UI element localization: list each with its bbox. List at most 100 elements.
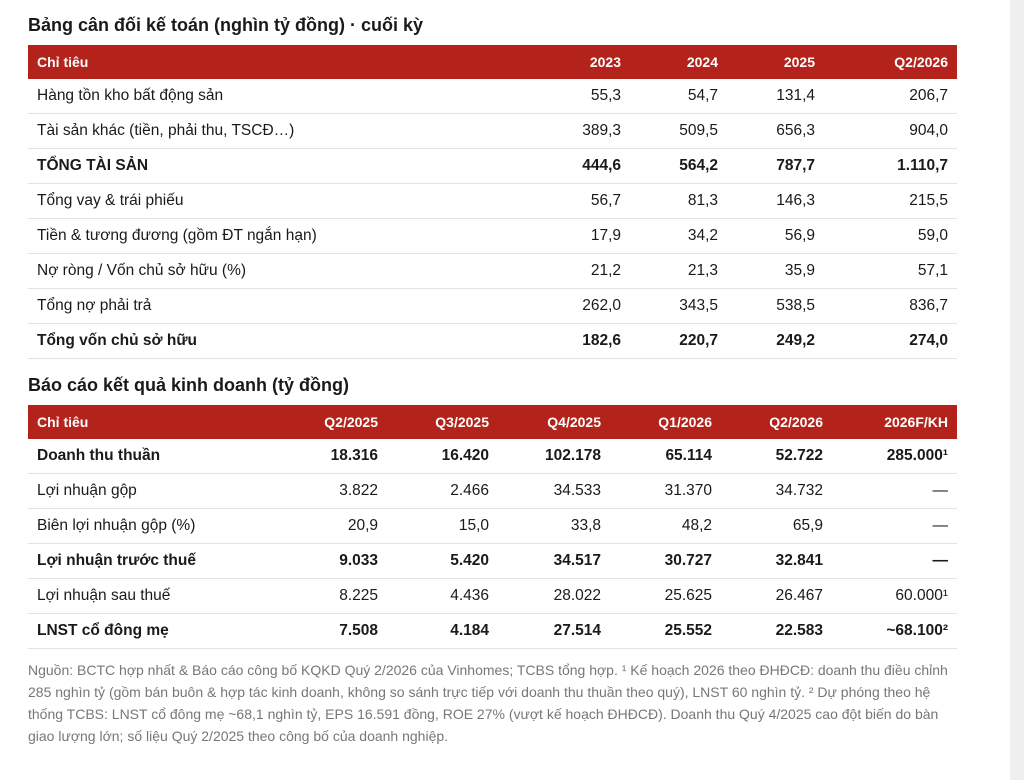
row-label: Hàng tồn kho bất động sản xyxy=(28,79,533,114)
cell: 146,3 xyxy=(727,183,824,219)
cell: 30.727 xyxy=(610,543,721,579)
cell: 274,0 xyxy=(824,323,957,359)
cell: 444,6 xyxy=(533,148,630,184)
header-cell: Chỉ tiêu xyxy=(28,45,533,79)
cell: 27.514 xyxy=(498,613,610,649)
cell: 55,3 xyxy=(533,79,630,114)
cell: 4.184 xyxy=(387,613,498,649)
cell: 538,5 xyxy=(727,288,824,324)
header-cell: 2024 xyxy=(630,45,727,79)
row-label: Lợi nhuận gộp xyxy=(28,473,276,509)
row-label: Doanh thu thuần xyxy=(28,439,276,474)
row-label: Lợi nhuận sau thuế xyxy=(28,578,276,614)
cell: 656,3 xyxy=(727,113,824,149)
cell: 65.114 xyxy=(610,439,721,474)
cell: ~68.100² xyxy=(832,613,957,649)
row-label: Nợ ròng / Vốn chủ sở hữu (%) xyxy=(28,253,533,289)
cell: 54,7 xyxy=(630,79,727,114)
cell: 5.420 xyxy=(387,543,498,579)
cell: 102.178 xyxy=(498,439,610,474)
cell: 57,1 xyxy=(824,253,957,289)
cell: 25.552 xyxy=(610,613,721,649)
cell: 206,7 xyxy=(824,79,957,114)
cell: 21,2 xyxy=(533,253,630,289)
header-row: Chỉ tiêu Q2/2025 Q3/2025 Q4/2025 Q1/2026 Q2/2… xyxy=(28,405,957,439)
cell: 22.583 xyxy=(721,613,832,649)
cell: 65,9 xyxy=(721,508,832,544)
cell: 34.517 xyxy=(498,543,610,579)
row: LNST cổ đông mẹ 7.508 4.184 27.514 25.552 22.… xyxy=(28,613,957,649)
cell: 3.822 xyxy=(276,473,387,509)
row: Biên lợi nhuận gộp (%) 20,9 15,0 33,8 48,2 65… xyxy=(28,508,957,544)
title: Báo cáo kết quả kinh doanh (tỷ đồng) xyxy=(28,375,350,395)
cell: 16.420 xyxy=(387,439,498,474)
cell: 18.316 xyxy=(276,439,387,474)
header-cell: 2026F/KH xyxy=(832,405,957,439)
cell: — xyxy=(832,508,957,544)
header-row: Chỉ tiêu 2023 2024 2025 Q2/2026 xyxy=(28,45,957,79)
header-cell: 2025 xyxy=(727,45,824,79)
cell: 52.722 xyxy=(721,439,832,474)
cell: 1.110,7 xyxy=(824,148,957,184)
cell: 343,5 xyxy=(630,288,727,324)
row-label: Tổng vay & trái phiếu xyxy=(28,183,533,219)
cell: 787,7 xyxy=(727,148,824,184)
cell: — xyxy=(832,543,957,579)
row-label: LNST cổ đông mẹ xyxy=(28,613,276,649)
header-cell: 2023 xyxy=(533,45,630,79)
cell: 262,0 xyxy=(533,288,630,324)
row: Tài sản khác (tiền, phải thu, TSCĐ…) 389,… xyxy=(28,113,957,149)
cell: 21,3 xyxy=(630,253,727,289)
cell: 4.436 xyxy=(387,578,498,614)
cell: 7.508 xyxy=(276,613,387,649)
row-label: Tổng nợ phải trả xyxy=(28,288,533,324)
cell: 35,9 xyxy=(727,253,824,289)
cell: 48,2 xyxy=(610,508,721,544)
cell: 215,5 xyxy=(824,183,957,219)
cell: 28.022 xyxy=(498,578,610,614)
cell: 2.466 xyxy=(387,473,498,509)
cell: 249,2 xyxy=(727,323,824,359)
cell: 9.033 xyxy=(276,543,387,579)
cell: 15,0 xyxy=(387,508,498,544)
cell: 564,2 xyxy=(630,148,727,184)
cell: 59,0 xyxy=(824,218,957,254)
cell: 33,8 xyxy=(498,508,610,544)
header-cell: Q2/2026 xyxy=(824,45,957,79)
cell: 81,3 xyxy=(630,183,727,219)
row: Tổng vay & trái phiếu 56,7 81,3 146,3 215,5 xyxy=(28,183,957,219)
cell: 285.000¹ xyxy=(832,439,957,474)
cell: 34.533 xyxy=(498,473,610,509)
cell: 904,0 xyxy=(824,113,957,149)
cell: 17,9 xyxy=(533,218,630,254)
row: Doanh thu thuần 18.316 16.420 102.178 65.114… xyxy=(28,439,957,474)
row: Lợi nhuận trước thuế 9.033 5.420 34.517 30.7… xyxy=(28,543,957,579)
cell: 509,5 xyxy=(630,113,727,149)
row-label: TỔNG TÀI SẢN xyxy=(28,148,533,184)
row: Hàng tồn kho bất động sản 55,3 54,7 131,4 20… xyxy=(28,79,957,114)
row: Nợ ròng / Vốn chủ sở hữu (%) 21,2 21,3 35,9… xyxy=(28,253,957,289)
header-cell: Q2/2026 xyxy=(721,405,832,439)
row-label: Lợi nhuận trước thuế xyxy=(28,543,276,579)
title: Bảng cân đối kế toán (nghìn tỷ đồng) · c… xyxy=(28,15,424,35)
cell: 26.467 xyxy=(721,578,832,614)
cell: 131,4 xyxy=(727,79,824,114)
header-cell: Q4/2025 xyxy=(498,405,610,439)
cell: 60.000¹ xyxy=(832,578,957,614)
row-label: Biên lợi nhuận gộp (%) xyxy=(28,508,276,544)
cell: 20,9 xyxy=(276,508,387,544)
cell: 34,2 xyxy=(630,218,727,254)
row: TỔNG TÀI SẢN 444,6 564,2 787,7 1.110,7 xyxy=(28,148,957,184)
row: Tiền & tương đương (gồm ĐT ngắn hạn) 17,9… xyxy=(28,218,957,254)
footnote: Nguồn: BCTC hợp nhất & Báo cáo công bố K… xyxy=(28,662,948,744)
row: Lợi nhuận gộp 3.822 2.466 34.533 31.370 34.73… xyxy=(28,473,957,509)
row: Tổng vốn chủ sở hữu 182,6 220,7 249,2 274,0 xyxy=(28,323,957,359)
header-cell: Q2/2025 xyxy=(276,405,387,439)
cell: — xyxy=(832,473,957,509)
balance-table: Chỉ tiêu 2023 2024 2025 Q2/2026 Hàng tồn kho … xyxy=(28,45,957,359)
cell: 8.225 xyxy=(276,578,387,614)
cell: 56,9 xyxy=(727,218,824,254)
cell: 836,7 xyxy=(824,288,957,324)
